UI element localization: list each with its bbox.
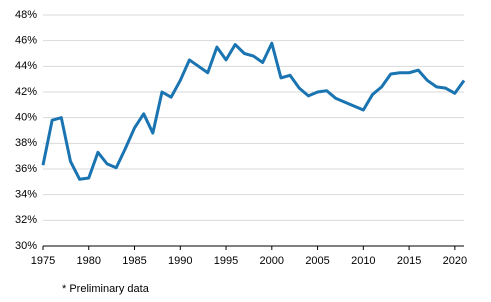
- data-line: [41, 41, 466, 181]
- y-tick-label: 30%: [15, 240, 37, 252]
- x-tick-label: 1980: [77, 255, 101, 267]
- y-tick-label: 46%: [15, 35, 37, 47]
- x-tick-label: 2005: [305, 255, 329, 267]
- footnote: * Preliminary data: [62, 283, 150, 295]
- y-tick-label: 34%: [15, 189, 37, 201]
- y-tick-label: 44%: [15, 60, 37, 72]
- y-tick-label: 36%: [15, 163, 37, 175]
- x-tick-label: 2015: [397, 255, 421, 267]
- y-tick-label: 48%: [15, 9, 37, 21]
- x-tick-label: 1990: [168, 255, 192, 267]
- x-tick-label: 1985: [122, 255, 146, 267]
- y-tick-label: 40%: [15, 112, 37, 124]
- x-tick-label: 2010: [351, 255, 375, 267]
- x-tick-label: 1995: [214, 255, 238, 267]
- y-tick-label: 32%: [15, 214, 37, 226]
- x-tick-label: 1975: [31, 255, 55, 267]
- y-tick-label: 38%: [15, 137, 37, 149]
- y-tick-label: 42%: [15, 86, 37, 98]
- x-tick-label: 2000: [260, 255, 284, 267]
- x-tick-label: 2020: [443, 255, 467, 267]
